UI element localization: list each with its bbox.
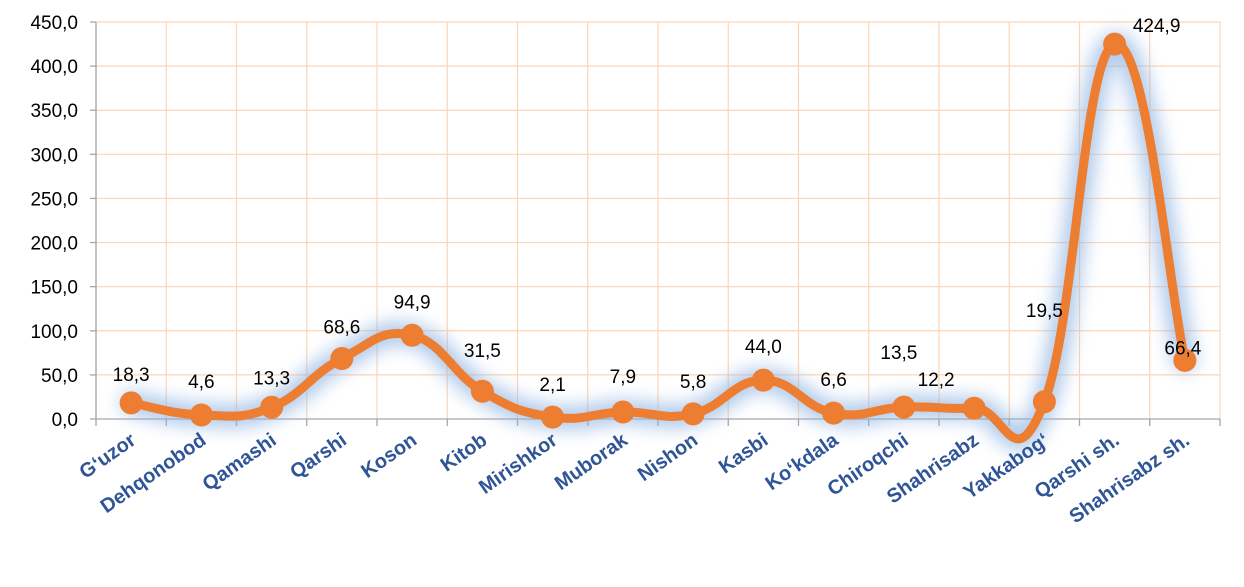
data-point bbox=[751, 368, 775, 392]
x-tick-label: Koson bbox=[357, 429, 421, 483]
y-axis-ticks: 0,0 50,0 100,0 150,0 200,0 250,0 300,0 350,0 400… bbox=[30, 13, 78, 431]
data-point bbox=[1103, 32, 1127, 56]
data-point bbox=[400, 323, 424, 347]
data-label: 13,5 bbox=[880, 343, 917, 364]
y-tick-label: 0,0 bbox=[52, 410, 78, 431]
x-tick-label: Mirishkor bbox=[475, 429, 562, 499]
x-tick-label: Qamashi bbox=[199, 429, 281, 495]
x-tick-label: Shahrisabz sh. bbox=[1065, 429, 1193, 528]
data-point bbox=[1173, 348, 1197, 372]
x-tick-label: Kasbi bbox=[715, 429, 772, 478]
data-label: 5,8 bbox=[680, 372, 706, 393]
data-labels: 18,3 4,6 13,3 68,6 94,9 31,5 2,1 7,9 5,8 44,0 6,6 1… bbox=[113, 16, 1202, 396]
x-tick-label: Nishon bbox=[634, 429, 702, 486]
data-label: 6,6 bbox=[820, 370, 846, 391]
data-point bbox=[189, 403, 213, 427]
data-label: 424,9 bbox=[1133, 16, 1181, 37]
data-label: 18,3 bbox=[113, 365, 150, 386]
data-point bbox=[962, 396, 986, 420]
data-point bbox=[892, 395, 916, 419]
data-point bbox=[822, 401, 846, 425]
data-label: 19,5 bbox=[1026, 301, 1063, 322]
data-points bbox=[119, 32, 1197, 429]
data-label: 44,0 bbox=[745, 337, 782, 358]
data-point bbox=[330, 346, 354, 370]
data-label: 66,4 bbox=[1164, 338, 1201, 359]
data-label: 12,2 bbox=[918, 370, 955, 391]
x-tick-label: Kitob bbox=[437, 429, 491, 476]
y-tick-label: 250,0 bbox=[30, 189, 78, 210]
data-point bbox=[1032, 390, 1056, 414]
data-label: 13,3 bbox=[253, 368, 290, 389]
data-point bbox=[541, 405, 565, 429]
y-tick-label: 50,0 bbox=[41, 366, 78, 387]
data-point bbox=[611, 400, 635, 424]
y-tick-label: 300,0 bbox=[30, 145, 78, 166]
data-label: 94,9 bbox=[394, 292, 431, 313]
data-point bbox=[681, 402, 705, 426]
data-point bbox=[470, 379, 494, 403]
data-label: 31,5 bbox=[464, 341, 501, 362]
data-point bbox=[119, 391, 143, 415]
y-tick-label: 200,0 bbox=[30, 234, 78, 255]
y-tick-label: 450,0 bbox=[30, 13, 78, 34]
y-tick-label: 100,0 bbox=[30, 322, 78, 343]
data-label: 68,6 bbox=[323, 317, 360, 338]
y-tick-label: 150,0 bbox=[30, 278, 78, 299]
x-tick-label: Qarshi bbox=[286, 429, 351, 483]
data-label: 7,9 bbox=[610, 367, 636, 388]
y-tick-label: 350,0 bbox=[30, 101, 78, 122]
x-tick-label: Muborak bbox=[551, 429, 633, 495]
grid-lines bbox=[95, 21, 1221, 419]
data-point bbox=[260, 395, 284, 419]
data-label: 2,1 bbox=[539, 375, 565, 396]
y-tick-label: 400,0 bbox=[30, 57, 78, 78]
data-label: 4,6 bbox=[188, 372, 214, 393]
